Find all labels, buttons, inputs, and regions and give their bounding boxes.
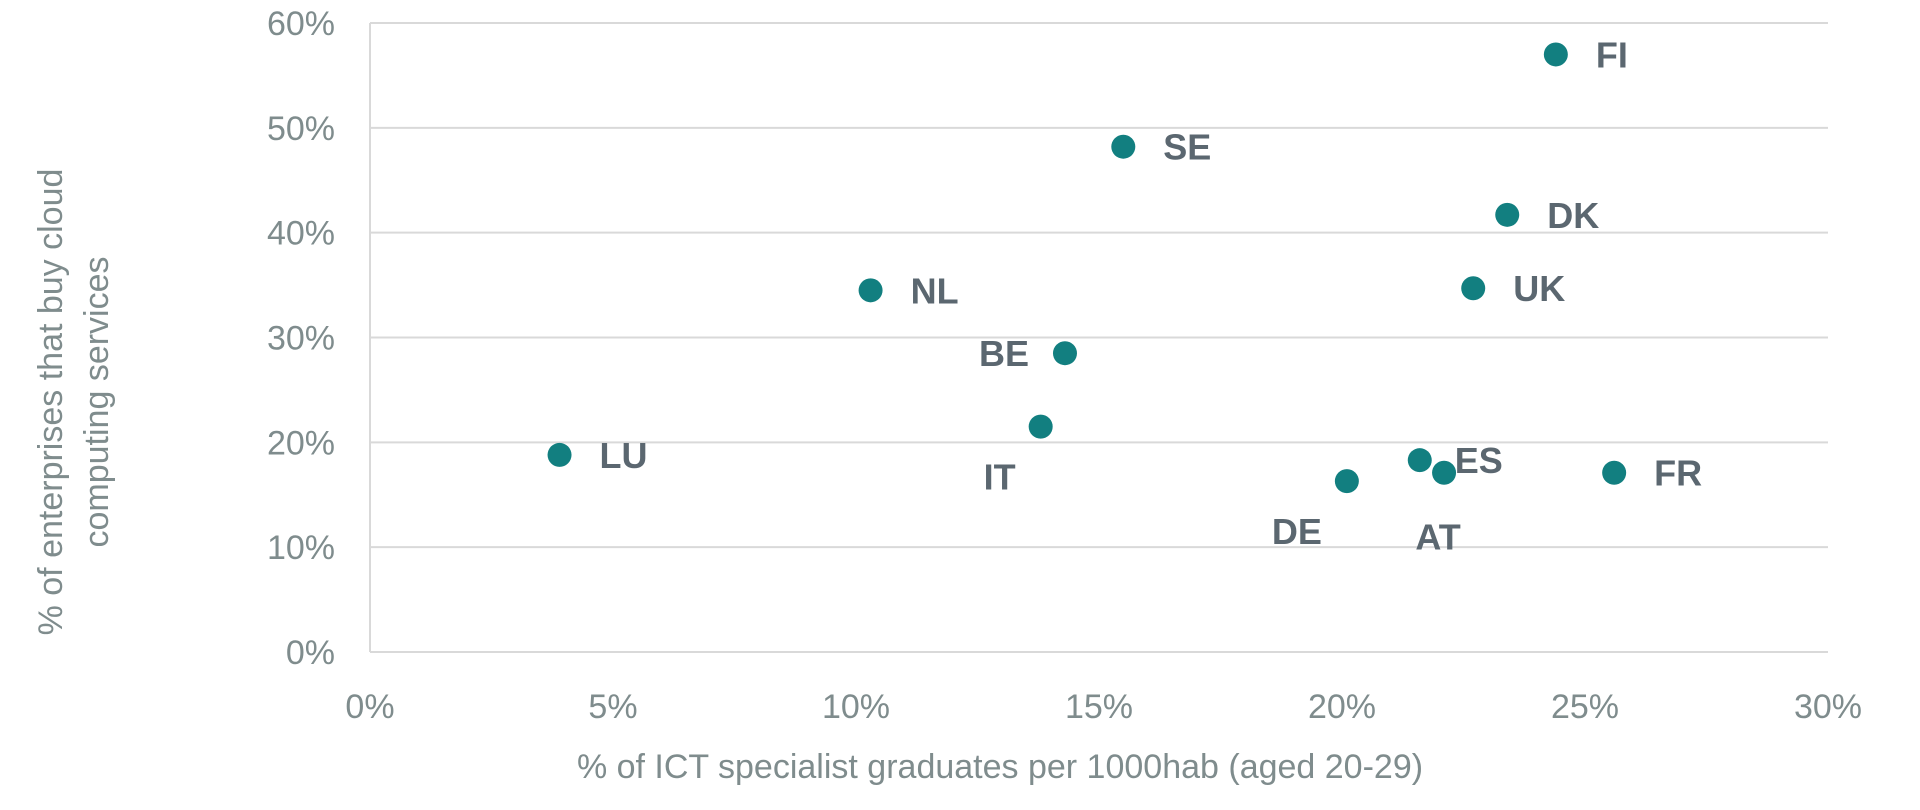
data-points xyxy=(547,42,1627,494)
data-point-be xyxy=(1052,341,1077,366)
x-tick-label: 5% xyxy=(588,688,637,726)
point-label-at: AT xyxy=(1415,517,1460,558)
y-tick-label: 0% xyxy=(286,634,335,672)
data-point-de xyxy=(1334,469,1359,494)
x-tick-label: 20% xyxy=(1308,688,1376,726)
point-labels: FI SE DK NL UK BE IT LU ES AT FR DE xyxy=(600,34,1703,557)
point-label-se: SE xyxy=(1163,127,1211,168)
data-point-fi xyxy=(1543,42,1568,67)
point-label-fr: FR xyxy=(1654,453,1702,494)
y-tick-label: 30% xyxy=(267,320,335,358)
data-point-lu xyxy=(547,442,572,467)
point-label-be: BE xyxy=(979,333,1029,374)
data-point-nl xyxy=(858,278,883,303)
point-label-uk: UK xyxy=(1513,268,1565,309)
x-tick-label: 25% xyxy=(1551,688,1619,726)
data-point-dk xyxy=(1495,202,1520,227)
y-tick-label: 10% xyxy=(267,529,335,567)
x-tick-label: 30% xyxy=(1794,688,1862,726)
data-point-es xyxy=(1407,448,1432,473)
point-label-de: DE xyxy=(1272,511,1322,552)
y-tick-label: 60% xyxy=(267,5,335,43)
point-label-lu: LU xyxy=(600,435,648,476)
point-label-it: IT xyxy=(984,457,1016,498)
data-point-se xyxy=(1111,134,1136,159)
point-label-dk: DK xyxy=(1547,195,1599,236)
x-tick-label: 10% xyxy=(822,688,890,726)
x-tick-labels: 0% 5% 10% 15% 20% 25% 30% xyxy=(345,688,1862,726)
y-tick-label: 40% xyxy=(267,215,335,253)
y-axis-title-line-2: computing services xyxy=(78,256,116,547)
point-label-fi: FI xyxy=(1596,34,1628,75)
gridlines xyxy=(370,22,1828,549)
data-point-uk xyxy=(1461,276,1486,301)
axes xyxy=(369,23,1828,653)
y-axis-title: % of enterprises that buy cloud computin… xyxy=(32,169,116,636)
point-label-nl: NL xyxy=(911,270,959,311)
x-axis-title: % of ICT specialist graduates per 1000ha… xyxy=(577,748,1423,786)
x-tick-label: 0% xyxy=(345,688,394,726)
y-axis-title-line-1: % of enterprises that buy cloud xyxy=(32,169,70,636)
data-point-it xyxy=(1028,414,1053,439)
data-point-fr xyxy=(1602,460,1627,485)
y-tick-labels: 0% 10% 20% 30% 40% 50% 60% xyxy=(267,5,335,672)
y-tick-label: 50% xyxy=(267,110,335,148)
data-point-at xyxy=(1432,460,1457,485)
point-label-es: ES xyxy=(1455,440,1503,481)
x-tick-label: 15% xyxy=(1065,688,1133,726)
y-tick-label: 20% xyxy=(267,424,335,462)
